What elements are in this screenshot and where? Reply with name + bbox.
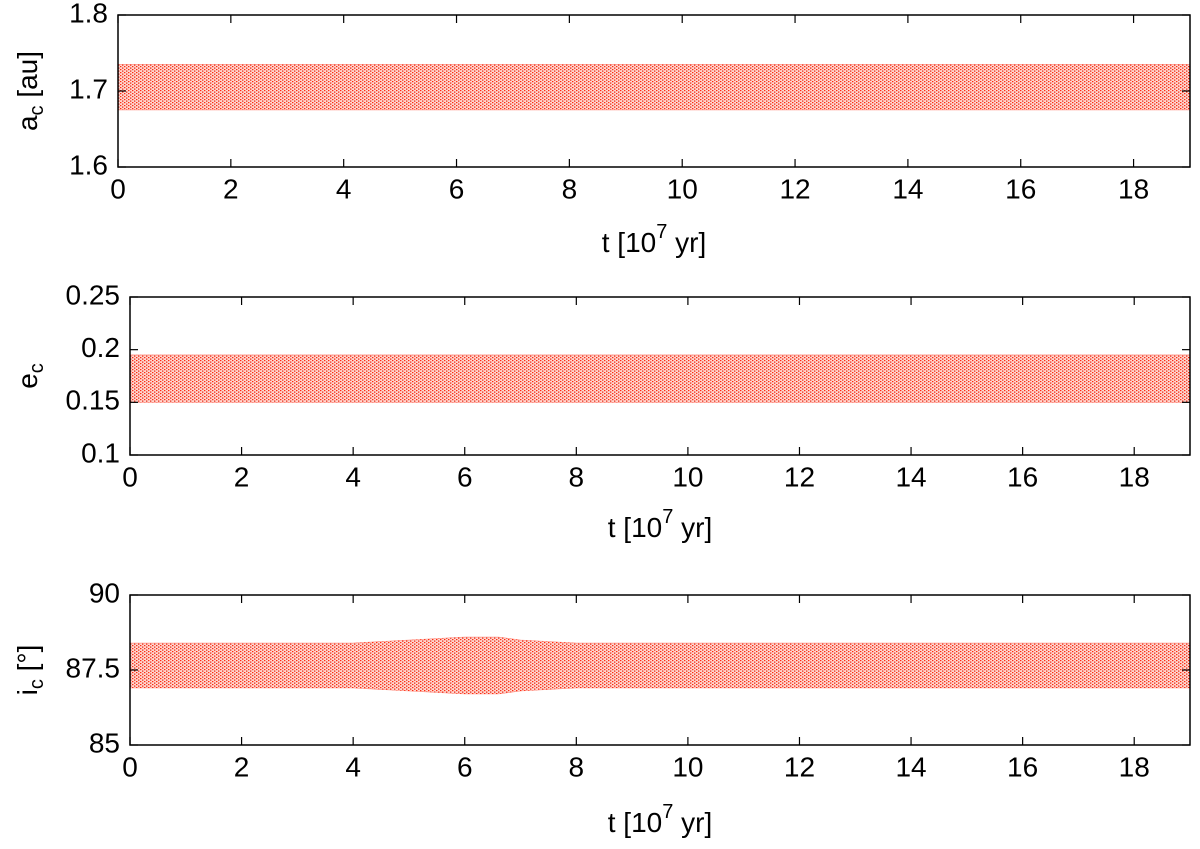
data-band <box>129 354 1191 403</box>
y-axis-label-text: i <box>12 689 43 695</box>
y-tick-label: 0.15 <box>66 385 121 416</box>
x-axis-label-after: yr] <box>673 807 712 838</box>
x-axis-label-sup: 7 <box>662 506 673 528</box>
x-tick-label: 10 <box>672 461 703 492</box>
y-axis-label-after: [°] <box>12 645 43 680</box>
x-axis-label-text: t [10 <box>602 227 656 258</box>
x-tick-label: 16 <box>1005 173 1036 204</box>
x-tick-label: 6 <box>449 173 465 204</box>
x-tick-label: 6 <box>457 751 473 782</box>
y-tick-label: 87.5 <box>66 652 121 683</box>
x-tick-label: 0 <box>110 173 126 204</box>
y-tick-label: 0.25 <box>66 279 121 310</box>
x-tick-label: 14 <box>895 461 926 492</box>
x-tick-label: 4 <box>336 173 352 204</box>
x-tick-label: 4 <box>345 751 361 782</box>
x-axis-label-after: yr] <box>667 227 706 258</box>
y-axis-label: ac [au] <box>12 51 48 131</box>
x-axis-label: t [107 yr] <box>602 221 707 258</box>
y-tick-label: 1.6 <box>69 149 108 180</box>
x-tick-label: 0 <box>122 751 138 782</box>
x-axis-label: t [107 yr] <box>608 506 713 543</box>
x-tick-label: 16 <box>1007 751 1038 782</box>
x-axis-label-sup: 7 <box>656 221 667 243</box>
x-tick-label: 18 <box>1119 751 1150 782</box>
x-axis-label-text: t [10 <box>608 512 662 543</box>
x-tick-label: 2 <box>234 461 250 492</box>
x-tick-label: 8 <box>569 751 585 782</box>
data-band <box>129 636 1191 695</box>
x-tick-label: 0 <box>122 461 138 492</box>
x-axis-label-after: yr] <box>673 512 712 543</box>
y-tick-label: 0.2 <box>81 332 120 363</box>
x-tick-label: 12 <box>779 173 810 204</box>
x-tick-label: 4 <box>345 461 361 492</box>
data-band <box>117 64 1191 111</box>
x-tick-label: 8 <box>562 173 578 204</box>
x-tick-label: 2 <box>223 173 239 204</box>
x-axis-label: t [107 yr] <box>608 801 713 838</box>
x-tick-label: 12 <box>784 461 815 492</box>
x-tick-label: 18 <box>1118 173 1149 204</box>
y-axis-label-after: [au] <box>12 51 43 105</box>
x-tick-label: 6 <box>457 461 473 492</box>
y-tick-label: 1.7 <box>69 73 108 104</box>
y-axis-label: ec <box>12 363 48 389</box>
x-tick-label: 10 <box>667 173 698 204</box>
y-axis-label-sub: c <box>26 105 48 115</box>
x-tick-label: 18 <box>1119 461 1150 492</box>
x-tick-label: 14 <box>892 173 923 204</box>
x-tick-label: 10 <box>672 751 703 782</box>
x-tick-label: 2 <box>234 751 250 782</box>
y-tick-label: 85 <box>89 727 120 758</box>
x-tick-label: 8 <box>569 461 585 492</box>
y-axis-label-sub: c <box>26 363 48 373</box>
x-axis-label-text: t [10 <box>608 807 662 838</box>
x-axis-label-sup: 7 <box>662 801 673 823</box>
x-tick-label: 16 <box>1007 461 1038 492</box>
y-axis-label-text: a <box>12 115 43 131</box>
y-axis-label-sub: c <box>26 679 48 689</box>
y-tick-label: 1.8 <box>69 0 108 28</box>
y-tick-label: 90 <box>89 577 120 608</box>
y-tick-label: 0.1 <box>81 437 120 468</box>
x-tick-label: 12 <box>784 751 815 782</box>
plot-frame <box>129 296 1191 456</box>
y-axis-label: ic [°] <box>12 645 48 696</box>
y-axis-label-text: e <box>12 373 43 389</box>
x-tick-label: 14 <box>895 751 926 782</box>
